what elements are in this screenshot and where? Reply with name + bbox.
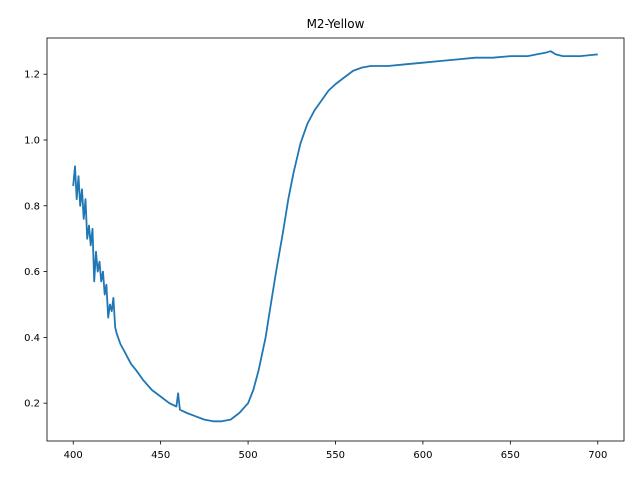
plot-series xyxy=(72,50,598,423)
y-axis-ticks: 0.2 0.4 0.6 0.8 1.0 1.2 xyxy=(24,70,47,410)
x-tick-label: 450 xyxy=(151,450,170,461)
x-tick-label: 600 xyxy=(413,450,432,461)
plot-frame xyxy=(46,37,625,442)
series-line xyxy=(72,50,598,423)
y-tick-label: 1.0 xyxy=(24,135,40,146)
y-tick-label: 0.2 xyxy=(24,399,40,410)
chart-title: M2-Yellow xyxy=(307,17,365,31)
x-tick-label: 400 xyxy=(64,450,83,461)
x-tick-label: 500 xyxy=(239,450,258,461)
y-tick-label: 0.6 xyxy=(24,267,40,278)
y-tick-label: 1.2 xyxy=(24,70,40,81)
y-tick-label: 0.4 xyxy=(24,333,40,344)
x-axis-ticks: 400 450 500 550 600 650 700 xyxy=(64,441,607,461)
y-tick-label: 0.8 xyxy=(24,201,40,212)
x-tick-label: 700 xyxy=(588,450,607,461)
x-tick-label: 550 xyxy=(326,450,345,461)
x-tick-label: 650 xyxy=(501,450,520,461)
